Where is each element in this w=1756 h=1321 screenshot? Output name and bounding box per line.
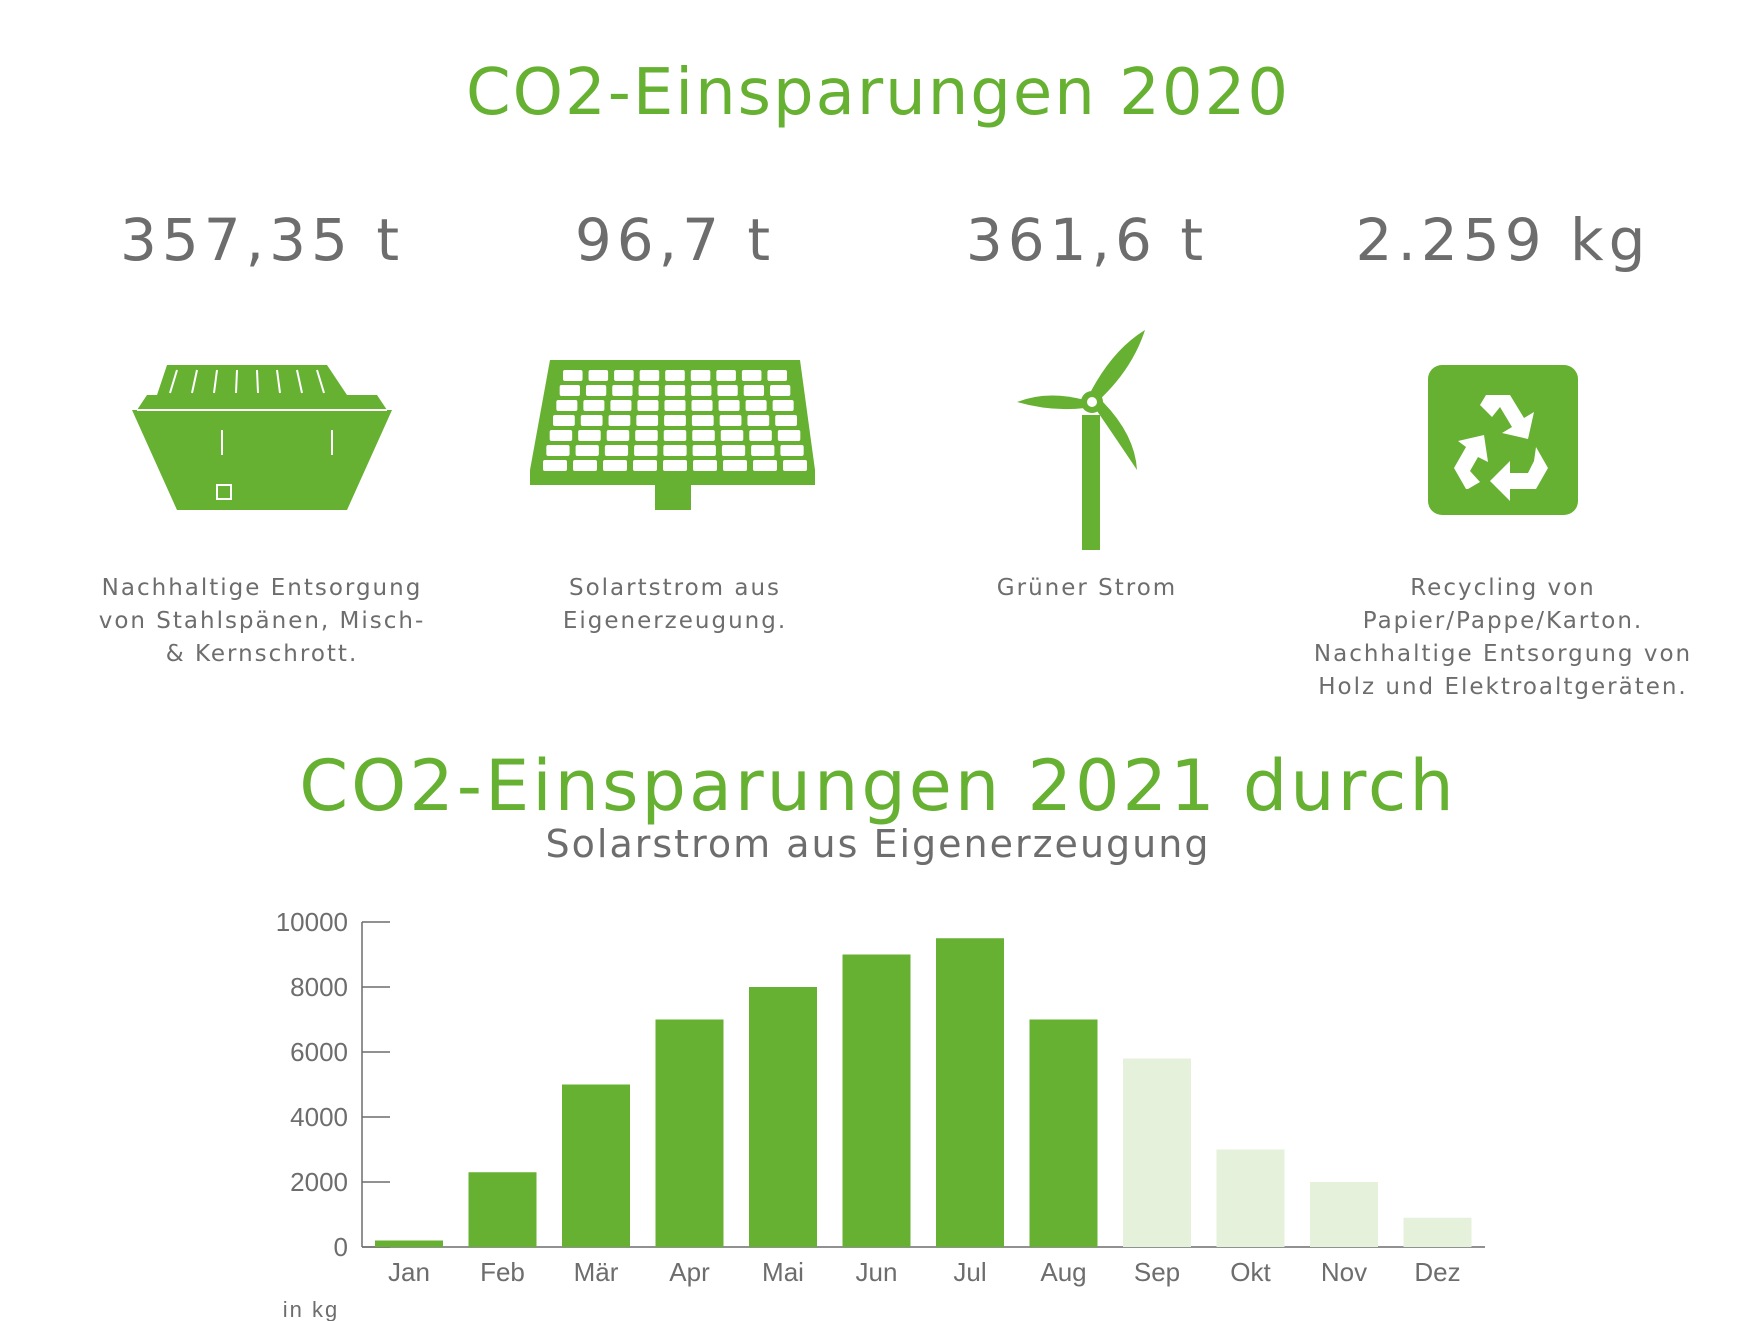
stat-description: Solartstrom aus Eigenerzeugung. xyxy=(562,575,788,634)
title-2021: CO2-Einsparungen 2021 durch xyxy=(299,745,1457,827)
x-tick-label: Okt xyxy=(1230,1257,1271,1287)
y-tick-label: 6000 xyxy=(290,1037,348,1067)
solar-panel-icon xyxy=(460,330,890,550)
stat-steel-disposal: 357,35 t Nachhaltige Entsorgung von Stah… xyxy=(47,200,477,671)
stat-description: Nachhaltige Entsorgung von Stahlspänen, … xyxy=(98,575,426,667)
stat-solar: 96,7 t Solartstrom aus Eigenerzeugung. xyxy=(460,200,890,638)
bar-jan xyxy=(375,1240,443,1247)
stat-value: 361,6 t xyxy=(965,206,1209,274)
bar-mär xyxy=(562,1084,630,1247)
y-tick-label: 0 xyxy=(334,1232,348,1262)
x-tick-label: Aug xyxy=(1040,1257,1086,1287)
bar-jul xyxy=(936,938,1004,1247)
y-tick-label: 10000 xyxy=(276,907,348,937)
x-tick-label: Apr xyxy=(669,1257,710,1287)
unit-label: in kg xyxy=(283,1297,339,1321)
bar-apr xyxy=(655,1019,724,1247)
title-2020: CO2-Einsparungen 2020 xyxy=(465,56,1291,130)
stat-description: Recycling von Papier/Pappe/Karton. Nachh… xyxy=(1313,575,1693,700)
y-tick-label: 4000 xyxy=(290,1102,348,1132)
stat-value: 357,35 t xyxy=(119,206,405,274)
stat-description: Grüner Strom xyxy=(996,575,1178,601)
x-tick-label: Jul xyxy=(953,1257,986,1287)
bar-feb xyxy=(468,1172,537,1247)
bar-sep xyxy=(1123,1058,1191,1247)
x-tick-label: Nov xyxy=(1321,1257,1367,1287)
x-tick-label: Jun xyxy=(856,1257,898,1287)
x-tick-label: Dez xyxy=(1414,1257,1460,1287)
y-tick-label: 8000 xyxy=(290,972,348,1002)
stat-value: 2.259 kg xyxy=(1355,206,1651,274)
bar-jun xyxy=(842,954,911,1247)
x-tick-label: Feb xyxy=(480,1257,525,1287)
y-tick-label: 2000 xyxy=(290,1167,348,1197)
x-tick-label: Mär xyxy=(574,1257,619,1287)
stat-value: 96,7 t xyxy=(574,206,776,274)
bar-aug xyxy=(1029,1019,1098,1247)
bar-dez xyxy=(1403,1217,1472,1247)
x-tick-label: Jan xyxy=(388,1257,430,1287)
bar-okt xyxy=(1216,1149,1285,1247)
stat-recycling: 2.259 kg Recycling von Papier/Pappe/Kart… xyxy=(1288,200,1718,704)
bar-mai xyxy=(749,987,817,1247)
recycling-icon xyxy=(1288,330,1718,550)
subtitle-2021: Solarstrom aus Eigenerzeugung xyxy=(545,822,1211,866)
waste-container-icon xyxy=(47,330,477,550)
bar-nov xyxy=(1310,1182,1378,1247)
stat-green-power: 361,6 t Grüner Strom xyxy=(872,200,1302,605)
wind-turbine-icon xyxy=(872,330,1302,550)
x-tick-label: Sep xyxy=(1134,1257,1180,1287)
x-tick-label: Mai xyxy=(762,1257,804,1287)
